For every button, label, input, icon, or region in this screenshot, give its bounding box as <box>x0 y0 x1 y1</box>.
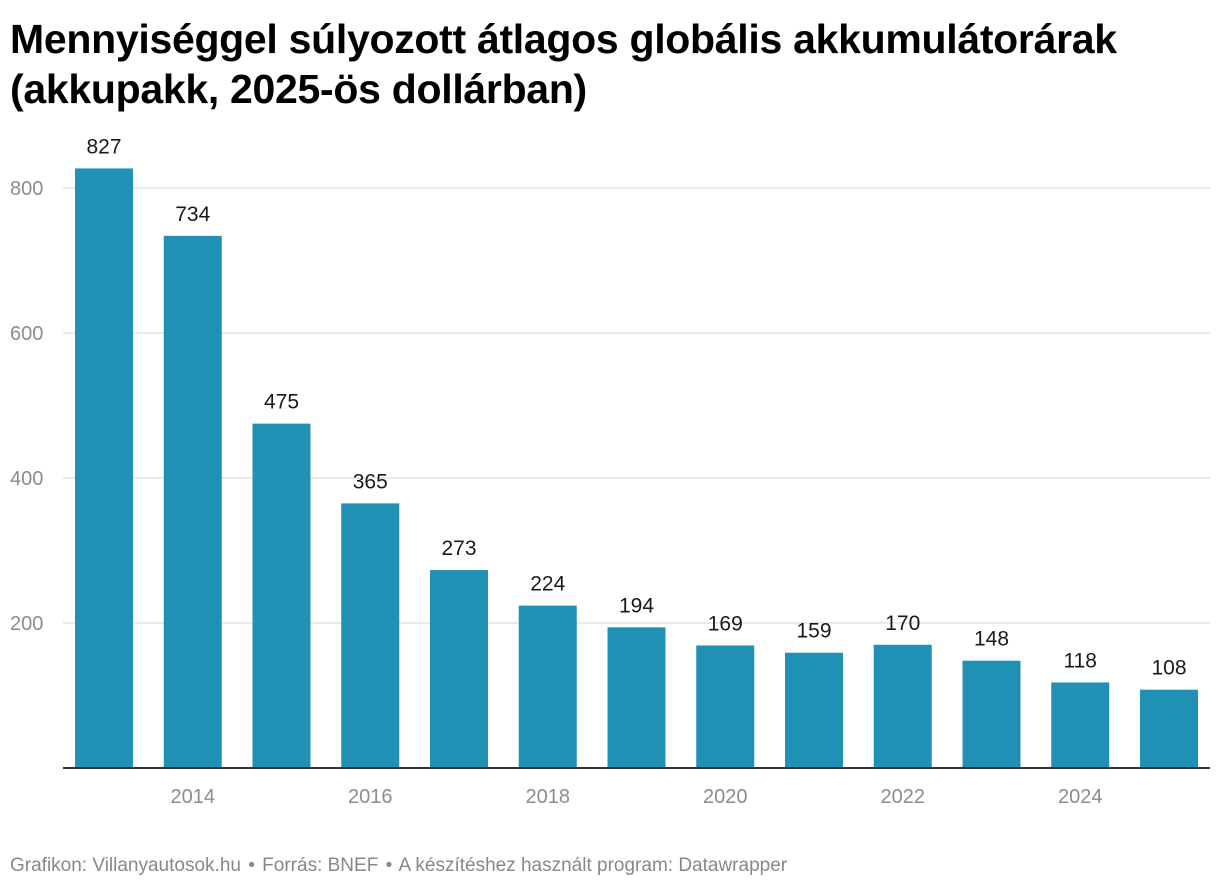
bar-2019 <box>607 627 666 768</box>
bar-2022 <box>873 644 932 768</box>
y-tick-label-400: 400 <box>10 468 43 490</box>
x-tick-label-2020: 2020 <box>703 786 748 808</box>
bars <box>75 168 1198 769</box>
chart-footer: Grafikon: Villanyautosok.hu • Forrás: BN… <box>10 854 787 878</box>
bar-2021 <box>785 652 843 768</box>
y-tick-label-800: 800 <box>10 178 43 200</box>
value-label-2016: 365 <box>353 470 388 493</box>
bar-2014 <box>163 235 222 769</box>
value-label-2015: 475 <box>264 391 299 414</box>
bar-2023 <box>962 660 1021 768</box>
footer-tool: A készítéshez használt program: Datawrap… <box>398 855 788 876</box>
x-tick-label-2024: 2024 <box>1058 786 1103 808</box>
bar-2025 <box>1140 689 1198 768</box>
value-label-2025: 108 <box>1151 657 1186 680</box>
footer-source: Forrás: BNEF <box>262 855 379 876</box>
gridlines <box>63 187 1210 624</box>
value-label-2014: 734 <box>175 203 210 226</box>
bar-2024 <box>1051 682 1110 768</box>
value-label-2023: 148 <box>974 628 1009 651</box>
bar-2016 <box>341 503 400 768</box>
bar-2018 <box>518 605 577 768</box>
value-label-2018: 224 <box>530 573 565 596</box>
y-axis-tick-labels: 200 400 600 800 <box>10 178 43 635</box>
value-label-2020: 169 <box>708 612 743 635</box>
x-tick-label-2014: 2014 <box>171 786 216 808</box>
y-tick-label-600: 600 <box>10 323 43 345</box>
value-label-2013: 827 <box>86 135 121 158</box>
value-label-2022: 170 <box>885 612 920 635</box>
value-label-2019: 194 <box>619 594 654 617</box>
bar-chart: 200 400 600 800 827 734 475 365 273 224 194 169 159… <box>10 135 1210 808</box>
x-axis-tick-labels: 2014 2016 2018 2020 2022 2024 <box>171 786 1103 808</box>
bar-2020 <box>696 645 755 768</box>
y-tick-label-200: 200 <box>10 613 43 635</box>
bar-2017 <box>430 570 488 768</box>
value-label-2024: 118 <box>1064 649 1097 672</box>
footer-separator: • <box>385 855 393 876</box>
bar-2013 <box>75 168 133 769</box>
x-tick-label-2022: 2022 <box>881 786 926 808</box>
x-tick-label-2016: 2016 <box>348 786 393 808</box>
footer-separator: • <box>248 855 255 876</box>
bar-2015 <box>252 423 311 768</box>
x-tick-label-2018: 2018 <box>526 786 571 808</box>
footer-credit: Grafikon: Villanyautosok.hu <box>10 855 241 876</box>
chart-title: Mennyiséggel súlyozott átlagos globális … <box>10 16 1117 112</box>
value-label-2017: 273 <box>441 537 476 560</box>
value-labels: 827 734 475 365 273 224 194 169 159 170 148 118 108 <box>86 135 1186 679</box>
value-label-2021: 159 <box>796 620 831 643</box>
